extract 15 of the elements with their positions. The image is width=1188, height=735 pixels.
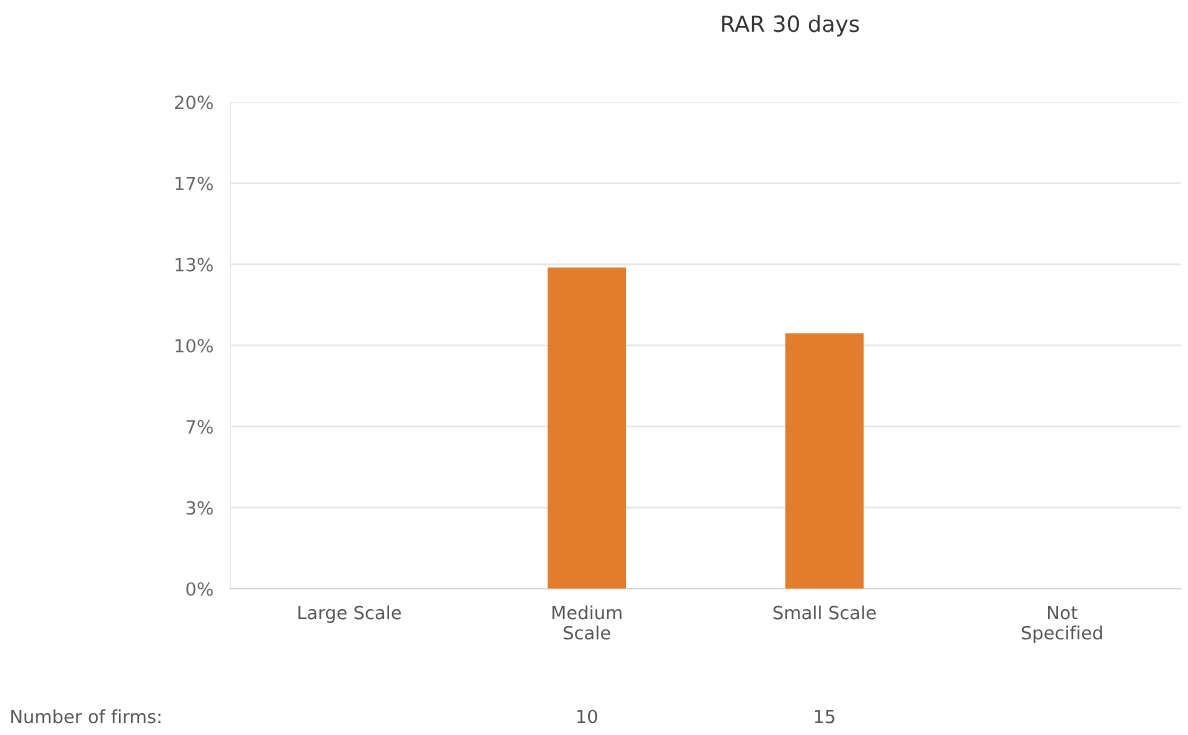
y-tick-label: 0% [186, 582, 213, 596]
y-tick-label: 10% [175, 338, 213, 353]
text: Number of firms: [11, 709, 161, 724]
y-tick-label: 20% [175, 95, 213, 110]
y-tick-label: 13% [175, 257, 213, 272]
text: 10 [577, 709, 598, 724]
chart-title: RAR 30 days [722, 14, 859, 37]
y-tick-label: 7% [186, 420, 213, 434]
x-tick-label: Not Specified [1021, 605, 1102, 644]
x-tick-label: Medium Scale [552, 605, 622, 640]
y-tick-label: 17% [175, 176, 213, 191]
x-tick-label: Small Scale [773, 605, 876, 620]
y-tick-label: 3% [186, 501, 213, 515]
text: 15 [814, 709, 835, 724]
x-tick-label: Large Scale [298, 605, 401, 623]
